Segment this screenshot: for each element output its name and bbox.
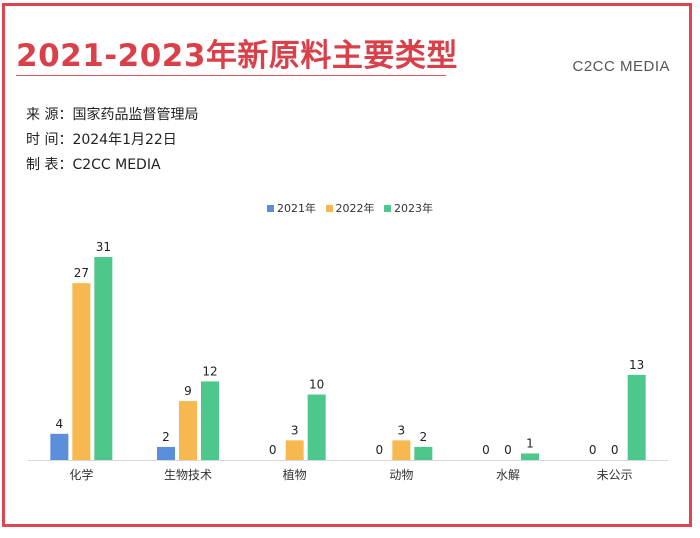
page-title: 2021-2023年新原料主要类型 [16, 38, 458, 74]
bar-水解-2023年 [521, 453, 539, 460]
bar-化学-2022年 [72, 283, 91, 460]
x-tick-label: 水解 [496, 468, 520, 482]
legend-label-2021: 2021年 [277, 202, 316, 215]
bar-植物-2022年 [285, 440, 304, 460]
data-label-未公示-2021年: 0 [589, 443, 597, 457]
data-label-生物技术-2023年: 12 [202, 364, 217, 378]
data-label-植物-2021年: 0 [269, 443, 277, 457]
source-line: 来 源：国家药品监督管理局 [26, 107, 199, 123]
x-tick-label: 未公示 [597, 468, 633, 482]
bar-化学-2023年 [94, 257, 113, 460]
data-label-化学-2021年: 4 [56, 417, 64, 431]
data-label-植物-2023年: 10 [309, 378, 324, 392]
meta-info: 来 源：国家药品监督管理局 时 间：2024年1月22日 制 表：C2CC ME… [26, 103, 198, 178]
legend-swatch-2021 [267, 204, 274, 212]
legend-swatch-2022 [325, 204, 333, 212]
bar-动物-2022年 [392, 440, 411, 460]
poster-frame [2, 3, 692, 527]
legend-swatch-2023 [384, 204, 391, 212]
legend-item-2021: 2021年 [267, 200, 316, 216]
x-tick-label: 动物 [389, 468, 413, 482]
data-label-化学-2022年: 27 [74, 266, 89, 280]
bar-未公示-2023年 [627, 374, 646, 460]
bar-化学-2021年 [50, 433, 69, 460]
legend-item-2022: 2022年 [325, 200, 375, 216]
chart-legend: 2021年 2022年 2023年 [0, 200, 700, 216]
data-label-动物-2021年: 0 [376, 443, 384, 457]
data-label-动物-2023年: 2 [420, 430, 428, 444]
data-label-生物技术-2021年: 2 [162, 430, 170, 444]
bar-动物-2023年 [414, 446, 433, 460]
bar-生物技术-2021年 [157, 446, 175, 460]
data-label-植物-2022年: 3 [291, 423, 299, 437]
legend-item-2023: 2023年 [384, 200, 433, 216]
title-underline [16, 75, 446, 76]
x-tick-label: 生物技术 [164, 468, 212, 482]
legend-label-2022: 2022年 [335, 202, 375, 215]
legend-label-2023: 2023年 [394, 202, 433, 215]
data-label-生物技术-2022年: 9 [184, 384, 192, 398]
time-line: 时 间：2024年1月22日 [26, 132, 177, 148]
maker-line: 制 表：C2CC MEDIA [26, 157, 161, 173]
bar-生物技术-2022年 [179, 401, 197, 460]
data-label-化学-2023年: 31 [96, 240, 111, 254]
data-label-水解-2022年: 0 [504, 443, 512, 457]
bar-植物-2023年 [307, 394, 326, 460]
x-tick-label: 化学 [69, 467, 93, 482]
data-label-未公示-2022年: 0 [611, 443, 619, 457]
x-tick-label: 植物 [283, 467, 307, 482]
bar-生物技术-2023年 [201, 381, 219, 460]
data-label-水解-2021年: 0 [482, 443, 490, 457]
brand-label: C2CC MEDIA [572, 58, 670, 75]
data-label-动物-2022年: 3 [398, 423, 406, 437]
data-label-未公示-2023年: 13 [629, 358, 644, 372]
data-label-水解-2023年: 1 [526, 436, 534, 450]
